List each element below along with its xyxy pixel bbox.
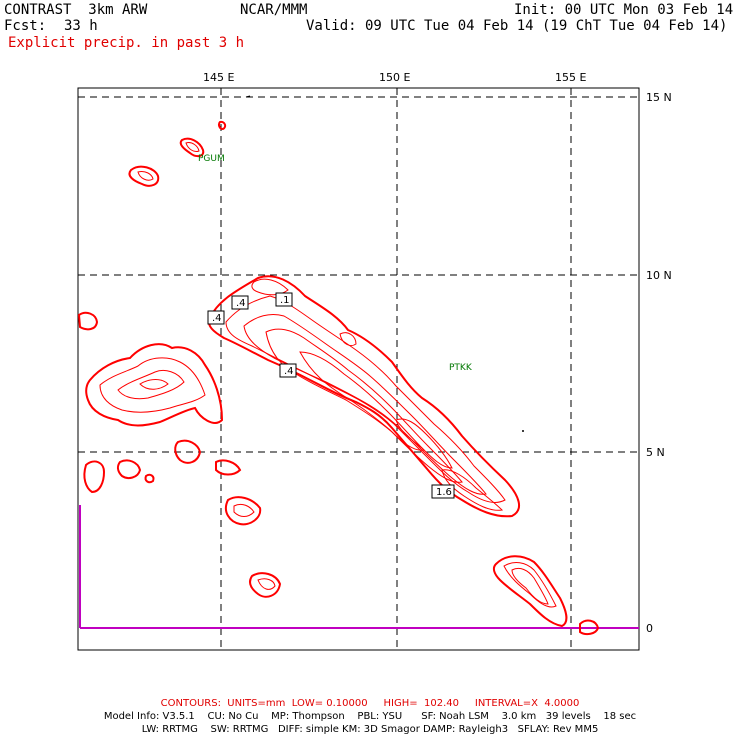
contour-cell [83, 460, 106, 494]
contour-cell [144, 473, 155, 484]
contour-label-box [279, 363, 297, 378]
contour-label: .4 [212, 313, 222, 324]
contour-info: CONTOURS: UNITS=mm LOW= 0.10000 HIGH= 10… [160, 698, 580, 709]
contour-label-group: .4 .4 .1 .4 1.6 [207, 292, 455, 499]
lon-label-150e: 150 E [379, 71, 411, 84]
init-time: Init: 00 UTC Mon 03 Feb 14 [514, 2, 734, 18]
contour-cell [395, 418, 453, 469]
contour-label-box [431, 484, 455, 499]
lat-label-15n: 15 N [646, 91, 672, 104]
contour-label-box [275, 292, 293, 307]
contour-cell [208, 275, 521, 518]
contour-cell [265, 328, 463, 483]
model-info-line-1: Model Info: V3.5.1 CU: No Cu MP: Thompso… [103, 711, 637, 722]
lat-lon-grid [78, 88, 639, 650]
contour-cell [179, 137, 205, 158]
forecast-hours: 33 h [64, 18, 98, 34]
contour-cell [85, 343, 224, 427]
map-mark [245, 95, 251, 98]
contour-label: .1 [280, 295, 290, 306]
station-group: PGUM PTKK [198, 154, 473, 373]
station-label-ptkk: PTKK [449, 363, 473, 373]
contour-cell [128, 165, 160, 187]
contour-cell [441, 469, 504, 511]
contour-cell [492, 555, 568, 628]
model-title: CONTRAST 3km ARW [4, 2, 148, 18]
contour-cell [215, 459, 242, 476]
contour-cell [137, 171, 154, 181]
contour-cell [249, 572, 282, 598]
contour-cell [233, 503, 255, 517]
lat-label-5n: 5 N [646, 446, 665, 459]
valid-time: Valid: 09 UTC Tue 04 Feb 14 (19 ChT Tue … [306, 18, 728, 34]
map-frame [77, 87, 640, 651]
contour-cell [251, 278, 289, 296]
contour-cell [579, 619, 600, 636]
lat-label-equator: 0 [646, 622, 653, 635]
contour-cell [77, 311, 99, 331]
contour-label: .4 [236, 298, 246, 309]
contour-cell [174, 439, 202, 464]
contour-label: .4 [284, 366, 294, 377]
contour-cell [218, 120, 227, 131]
organization-label: NCAR/MMM [240, 2, 308, 18]
contour-cell [139, 379, 169, 390]
model-info-line-2: LW: RRTMG SW: RRTMG DIFF: simple KM: 3D … [141, 724, 599, 735]
lat-label-10n: 10 N [646, 269, 672, 282]
contour-cell [185, 142, 200, 152]
forecast-label: Fcst: [4, 18, 47, 34]
contour-cell [511, 567, 549, 605]
contour-label-box [207, 310, 225, 325]
lon-label-155e: 155 E [555, 71, 587, 84]
contour-label: 1.6 [436, 487, 452, 498]
contour-cell [116, 459, 142, 479]
contour-cell [243, 313, 487, 495]
contour-cell [503, 562, 557, 608]
contour-label-box [231, 295, 249, 310]
contour-cell [339, 332, 357, 347]
lon-label-145e: 145 E [203, 71, 235, 84]
contour-cell [257, 578, 276, 590]
contour-cell [99, 357, 206, 413]
field-title: Explicit precip. in past 3 h [8, 35, 245, 51]
contour-cell [225, 295, 506, 503]
precip-contours [77, 120, 600, 636]
station-label-pgum: PGUM [198, 154, 225, 164]
map-mark [522, 430, 524, 432]
contour-cell [224, 496, 262, 526]
contour-cell [117, 369, 185, 400]
